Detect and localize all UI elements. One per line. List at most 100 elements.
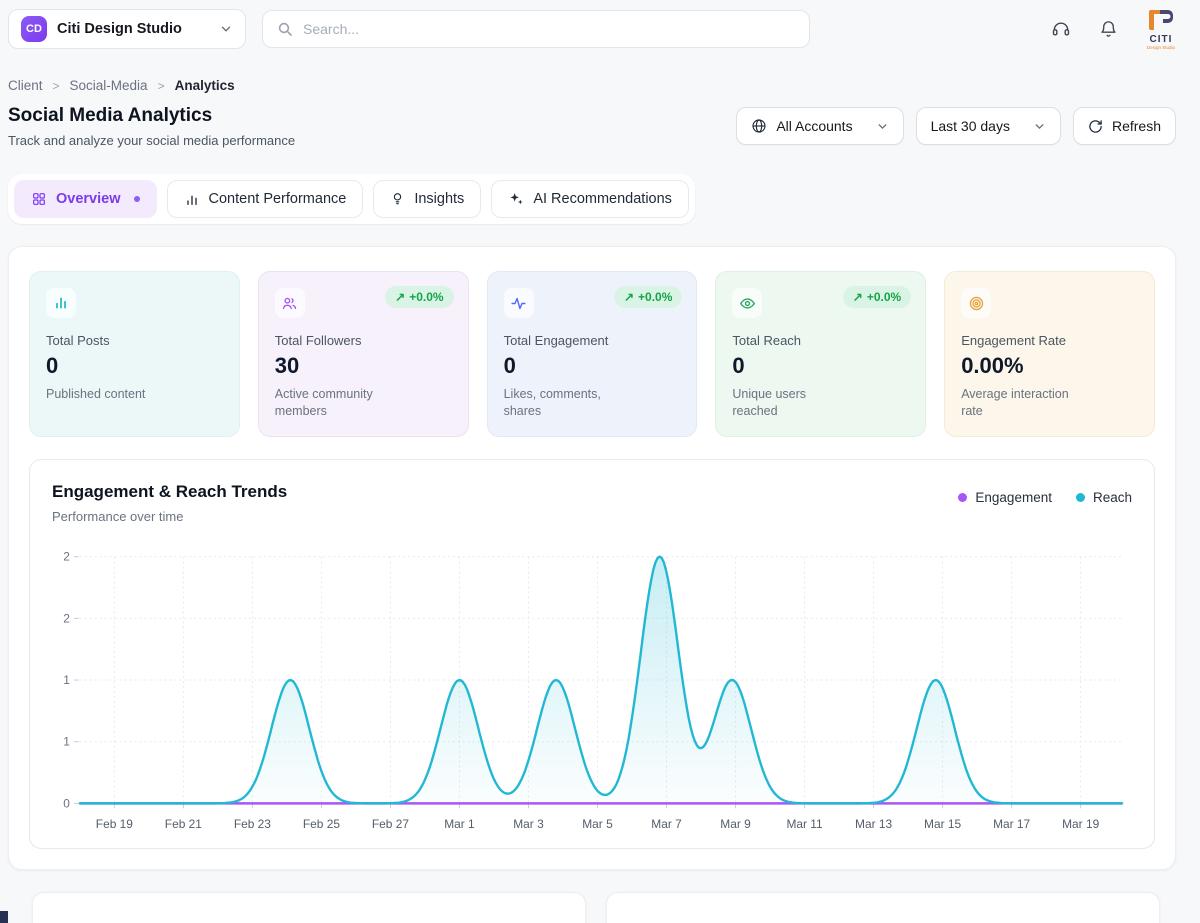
- followers-users-icon: [275, 288, 305, 318]
- trend-arrow-icon: ↗: [853, 290, 863, 304]
- svg-text:Feb 23: Feb 23: [234, 817, 271, 831]
- notifications-bell-icon[interactable]: [1099, 19, 1118, 39]
- breadcrumb-separator: >: [53, 79, 60, 93]
- stat-title: Engagement Rate: [961, 333, 1138, 348]
- stat-title: Total Followers: [275, 333, 452, 348]
- overview-panel: Total Posts 0 Published content ↗+0.0% T…: [8, 246, 1176, 870]
- stat-card-total-engagement: ↗+0.0% Total Engagement 0 Likes, comment…: [487, 271, 698, 437]
- svg-text:0: 0: [63, 796, 70, 810]
- stat-title: Total Reach: [732, 333, 909, 348]
- search-icon: [277, 21, 293, 37]
- engagement-activity-icon: [504, 288, 534, 318]
- page-subtitle: Track and analyze your social media perf…: [8, 133, 295, 148]
- workspace-name: Citi Design Studio: [57, 21, 209, 37]
- chevron-down-icon: [219, 22, 233, 36]
- stat-title: Total Posts: [46, 333, 223, 348]
- search-bar[interactable]: [262, 10, 810, 48]
- trend-badge: ↗+0.0%: [385, 286, 453, 308]
- trend-badge: ↗+0.0%: [614, 286, 682, 308]
- support-headset-icon[interactable]: [1051, 19, 1071, 39]
- stat-desc: Likes, comments, shares: [504, 386, 624, 420]
- tab-content-performance[interactable]: Content Performance: [167, 180, 364, 218]
- stat-value: 30: [275, 353, 452, 379]
- legend-dot-engagement: [958, 493, 967, 502]
- svg-text:Mar 9: Mar 9: [720, 817, 751, 831]
- search-input[interactable]: [303, 21, 795, 37]
- stat-card-engagement-rate: Engagement Rate 0.00% Average interactio…: [944, 271, 1155, 437]
- refresh-icon: [1088, 119, 1103, 134]
- tab-content-performance-label: Content Performance: [209, 191, 347, 207]
- trends-chart-card: Engagement & Reach Trends Performance ov…: [29, 459, 1155, 849]
- legend-engagement: Engagement: [958, 490, 1052, 505]
- grid-icon: [31, 191, 47, 207]
- svg-text:1: 1: [63, 734, 70, 748]
- breadcrumb-separator: >: [158, 79, 165, 93]
- bottom-left-widget-edge: [0, 911, 8, 923]
- trends-line-chart[interactable]: 0 1 1 2 2 Feb 19 Feb 21 Feb 23 Feb 25 Feb 27 Mar 1…: [50, 540, 1134, 840]
- tab-overview[interactable]: Overview: [14, 180, 157, 218]
- stat-desc: Published content: [46, 386, 166, 403]
- svg-text:Mar 5: Mar 5: [582, 817, 613, 831]
- tab-overview-label: Overview: [56, 191, 121, 207]
- tab-ai-recommendations[interactable]: AI Recommendations: [491, 180, 689, 218]
- chevron-down-icon: [876, 120, 889, 133]
- sparkles-icon: [508, 191, 524, 207]
- company-logo: CITI Design Studio: [1146, 8, 1176, 51]
- workspace-avatar: CD: [21, 16, 47, 42]
- accounts-dropdown-value: All Accounts: [776, 118, 852, 134]
- stat-desc: Active community members: [275, 386, 395, 420]
- svg-text:1: 1: [63, 673, 70, 687]
- stat-card-total-reach: ↗+0.0% Total Reach 0 Unique users reache…: [715, 271, 926, 437]
- stat-value: 0: [504, 353, 681, 379]
- svg-text:Mar 1: Mar 1: [444, 817, 475, 831]
- stat-desc: Average interaction rate: [961, 386, 1081, 420]
- svg-text:Feb 27: Feb 27: [372, 817, 409, 831]
- date-range-dropdown[interactable]: Last 30 days: [916, 107, 1061, 145]
- trend-arrow-icon: ↗: [624, 290, 634, 304]
- date-range-dropdown-value: Last 30 days: [931, 118, 1010, 134]
- svg-text:Mar 7: Mar 7: [651, 817, 682, 831]
- chart-legend: Engagement Reach: [958, 490, 1132, 505]
- stat-value: 0: [732, 353, 909, 379]
- svg-text:Mar 13: Mar 13: [855, 817, 892, 831]
- svg-text:Feb 21: Feb 21: [165, 817, 202, 831]
- refresh-button-label: Refresh: [1112, 118, 1161, 134]
- svg-text:2: 2: [63, 549, 70, 563]
- stat-card-total-followers: ↗+0.0% Total Followers 30 Active communi…: [258, 271, 469, 437]
- svg-text:Mar 15: Mar 15: [924, 817, 961, 831]
- tab-insights[interactable]: Insights: [373, 180, 481, 218]
- stat-value: 0.00%: [961, 353, 1138, 379]
- breadcrumb-client[interactable]: Client: [8, 78, 43, 93]
- chevron-down-icon: [1033, 120, 1046, 133]
- svg-text:Mar 11: Mar 11: [786, 817, 823, 831]
- stat-title: Total Engagement: [504, 333, 681, 348]
- stat-desc: Unique users reached: [732, 386, 852, 420]
- chart-title: Engagement & Reach Trends: [52, 482, 287, 502]
- trend-badge: ↗+0.0%: [843, 286, 911, 308]
- svg-text:Feb 19: Feb 19: [96, 817, 133, 831]
- stats-row: Total Posts 0 Published content ↗+0.0% T…: [29, 271, 1155, 437]
- accounts-dropdown[interactable]: All Accounts: [736, 107, 903, 145]
- svg-text:Mar 19: Mar 19: [1062, 817, 1099, 831]
- svg-text:Feb 25: Feb 25: [303, 817, 340, 831]
- trend-arrow-icon: ↗: [395, 290, 405, 304]
- reach-eye-icon: [732, 288, 762, 318]
- chart-subtitle: Performance over time: [52, 509, 287, 524]
- globe-icon: [751, 118, 767, 134]
- breadcrumb-social-media[interactable]: Social-Media: [70, 78, 148, 93]
- breadcrumb: Client > Social-Media > Analytics: [0, 58, 1200, 93]
- tab-insights-label: Insights: [414, 191, 464, 207]
- svg-text:Mar 3: Mar 3: [513, 817, 544, 831]
- legend-dot-reach: [1076, 493, 1085, 502]
- svg-text:2: 2: [63, 611, 70, 625]
- refresh-button[interactable]: Refresh: [1073, 107, 1176, 145]
- stat-card-total-posts: Total Posts 0 Published content: [29, 271, 240, 437]
- tab-bar: Overview Content Performance Insights AI…: [8, 174, 695, 224]
- posts-bar-chart-icon: [46, 288, 76, 318]
- stat-value: 0: [46, 353, 223, 379]
- workspace-selector[interactable]: CD Citi Design Studio: [8, 9, 246, 49]
- bar-chart-icon: [184, 191, 200, 207]
- page-title: Social Media Analytics: [8, 105, 295, 127]
- platform-performance-card: Platform Performance: [32, 892, 586, 923]
- breadcrumb-analytics: Analytics: [175, 78, 235, 93]
